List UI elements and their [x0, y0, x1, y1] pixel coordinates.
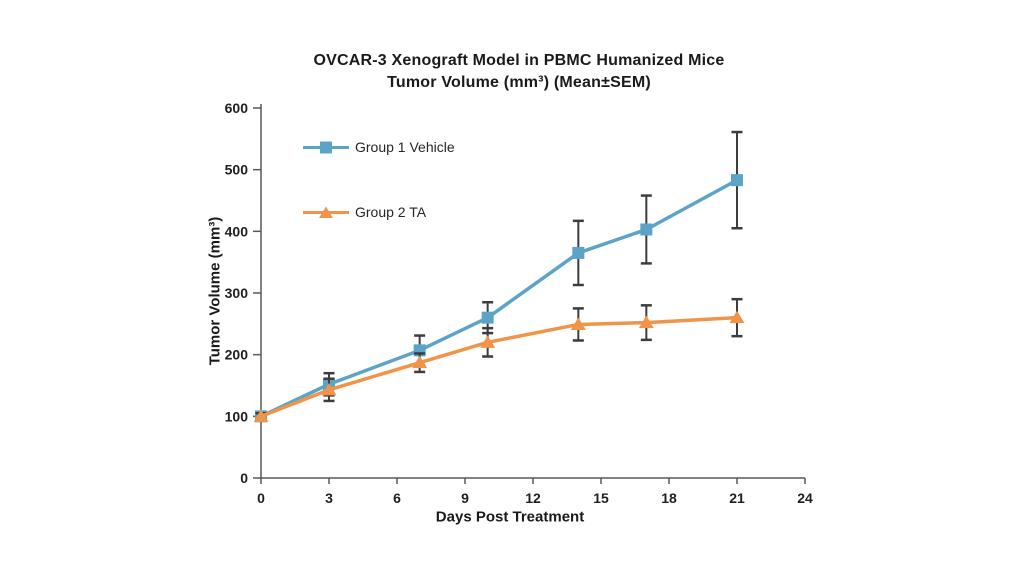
- x-tick-label: 21: [729, 490, 745, 506]
- x-tick-label: 15: [593, 490, 609, 506]
- y-tick-label: 500: [225, 162, 249, 178]
- x-tick-label: 6: [393, 490, 401, 506]
- data-point-marker-group-1-vehicle: [731, 174, 743, 187]
- data-point-marker-group-1-vehicle: [640, 223, 653, 236]
- data-point-marker-group-2-ta: [321, 382, 337, 396]
- x-axis-title: Days Post Treatment: [435, 508, 585, 526]
- x-tick-label: 3: [325, 490, 333, 506]
- y-tick-label: 100: [225, 408, 249, 424]
- data-point-marker-group-2-ta: [480, 335, 496, 348]
- x-tick-label: 24: [797, 490, 813, 506]
- data-point-marker-group-2-ta: [253, 409, 269, 422]
- chart-title-line2: Tumor Volume (mm³) (Mean±SEM): [387, 74, 651, 91]
- x-tick-label: 18: [661, 490, 677, 506]
- y-tick-label: 600: [225, 100, 249, 116]
- data-point-marker-group-2-ta: [570, 317, 586, 330]
- y-tick-label: 400: [225, 223, 249, 239]
- x-tick-label: 9: [461, 490, 469, 506]
- chart-title: OVCAR-3 Xenograft Model in PBMC Humanize…: [0, 50, 1024, 94]
- data-point-marker-group-1-vehicle: [481, 311, 494, 324]
- y-tick-label: 300: [225, 285, 249, 301]
- data-point-marker-group-2-ta: [729, 310, 745, 324]
- y-tick-label: 200: [225, 347, 249, 363]
- x-tick-label: 12: [525, 490, 541, 506]
- y-tick-label: 0: [240, 470, 248, 486]
- x-tick-label: 0: [257, 490, 265, 506]
- data-point-marker-group-2-ta: [638, 315, 654, 329]
- chart-title-line1: OVCAR-3 Xenograft Model in PBMC Humanize…: [313, 52, 725, 69]
- data-point-marker-group-2-ta: [412, 355, 428, 369]
- data-point-marker-group-1-vehicle: [572, 246, 585, 259]
